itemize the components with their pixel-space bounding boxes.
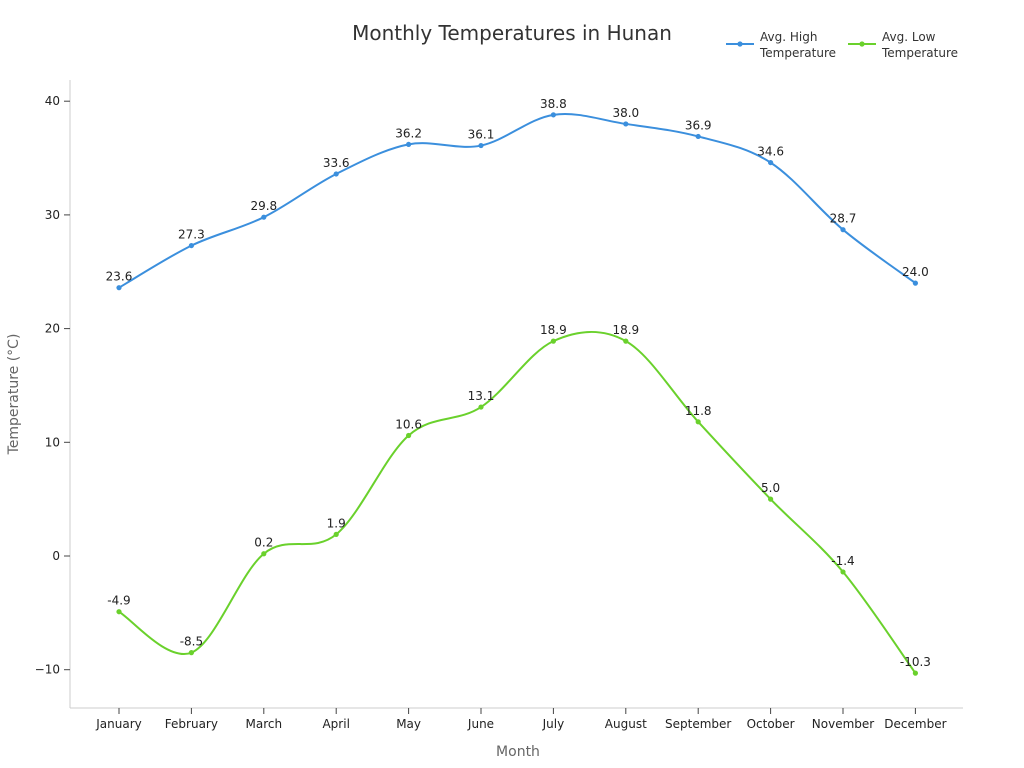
legend-label: Temperature <box>759 46 836 60</box>
data-label: 34.6 <box>757 145 784 159</box>
y-tick-label: 30 <box>45 208 60 222</box>
legend-label: Temperature <box>881 46 958 60</box>
data-point <box>768 496 774 502</box>
x-tick-label: April <box>322 717 349 731</box>
data-point <box>840 569 846 575</box>
data-point <box>623 121 629 127</box>
data-label: -10.3 <box>900 655 931 669</box>
data-point <box>623 338 629 344</box>
data-point <box>188 650 194 656</box>
y-tick-label: −10 <box>35 663 60 677</box>
data-point <box>333 171 339 177</box>
data-label: -4.9 <box>107 594 130 608</box>
data-label: 18.9 <box>540 323 567 337</box>
series-line <box>118 330 917 674</box>
y-axis-ticks: −10 0 10 20 30 40 <box>35 94 70 677</box>
y-tick-label: 0 <box>52 549 60 563</box>
data-point <box>116 609 122 615</box>
data-label: 5.0 <box>761 481 780 495</box>
legend-swatch-marker <box>859 41 865 47</box>
y-axis-title: Temperature (°C) <box>6 334 22 456</box>
x-tick-label: December <box>884 717 946 731</box>
x-tick-label: January <box>95 717 142 731</box>
data-point <box>478 404 484 410</box>
chart-title: Monthly Temperatures in Hunan <box>352 21 672 45</box>
x-tick-label: October <box>747 717 795 731</box>
x-tick-label: May <box>396 717 421 731</box>
series-layer: 23.6 27.3 29.8 33.6 36.2 36.1 38.8 38.0 36.9 34.6… <box>106 97 931 676</box>
x-tick-label: September <box>665 717 731 731</box>
x-tick-label: February <box>165 717 218 731</box>
data-point <box>912 670 919 676</box>
data-label: -1.4 <box>831 554 854 568</box>
series-avg-high: 23.6 27.3 29.8 33.6 36.2 36.1 38.8 38.0 36.9 34.6… <box>106 97 929 291</box>
data-label: 13.1 <box>468 389 495 403</box>
data-point <box>478 142 484 149</box>
data-label: 18.9 <box>612 323 639 337</box>
legend-label: Avg. High <box>760 30 817 44</box>
y-tick-label: 40 <box>45 94 60 108</box>
data-label: 29.8 <box>250 199 277 213</box>
data-label: 38.0 <box>612 106 639 120</box>
data-label: 1.9 <box>327 516 346 530</box>
x-tick-label: July <box>542 717 565 731</box>
data-label: 27.3 <box>178 228 205 242</box>
data-label: -8.5 <box>180 635 203 649</box>
data-point <box>768 159 774 166</box>
x-tick-label: November <box>812 717 874 731</box>
data-point <box>261 214 267 220</box>
data-point <box>406 141 412 148</box>
data-label: 10.6 <box>395 417 422 431</box>
data-point <box>695 419 701 425</box>
data-point <box>912 280 919 286</box>
data-label: 33.6 <box>323 156 350 170</box>
data-label: 28.7 <box>830 212 857 226</box>
data-point <box>840 227 846 233</box>
data-point <box>550 338 557 344</box>
data-label: 23.6 <box>106 270 133 284</box>
series-line <box>118 113 916 289</box>
data-label: 36.2 <box>395 126 422 140</box>
data-label: 11.8 <box>685 404 712 418</box>
data-label: 0.2 <box>254 536 273 550</box>
y-tick-label: 20 <box>45 322 60 336</box>
data-point <box>550 112 557 118</box>
data-label: 36.9 <box>685 118 712 132</box>
legend-item: Avg. High Temperature <box>726 30 836 60</box>
x-axis-ticks: January February March April May June July Augu… <box>95 708 947 731</box>
data-point <box>188 242 194 249</box>
x-tick-label: August <box>605 717 647 731</box>
x-tick-label: June <box>467 717 494 731</box>
data-point <box>116 285 122 291</box>
series-avg-low: -4.9 -8.5 0.2 1.9 10.6 13.1 18.9 18.9 11.8 5.0 -1.… <box>107 323 931 676</box>
y-tick-label: 10 <box>45 435 60 449</box>
legend-item: Avg. Low Temperature <box>848 30 958 60</box>
data-label: 38.8 <box>540 97 567 111</box>
legend: Avg. High Temperature Avg. Low Temperature <box>726 30 958 60</box>
data-point <box>333 531 339 537</box>
legend-label: Avg. Low <box>882 30 936 44</box>
data-point <box>406 432 412 439</box>
legend-swatch-marker <box>737 41 743 47</box>
data-label: 24.0 <box>902 265 929 279</box>
x-tick-label: March <box>246 717 283 731</box>
data-point <box>261 551 267 557</box>
data-point <box>695 133 701 140</box>
data-label: 36.1 <box>468 128 495 142</box>
x-axis-title: Month <box>496 744 540 760</box>
